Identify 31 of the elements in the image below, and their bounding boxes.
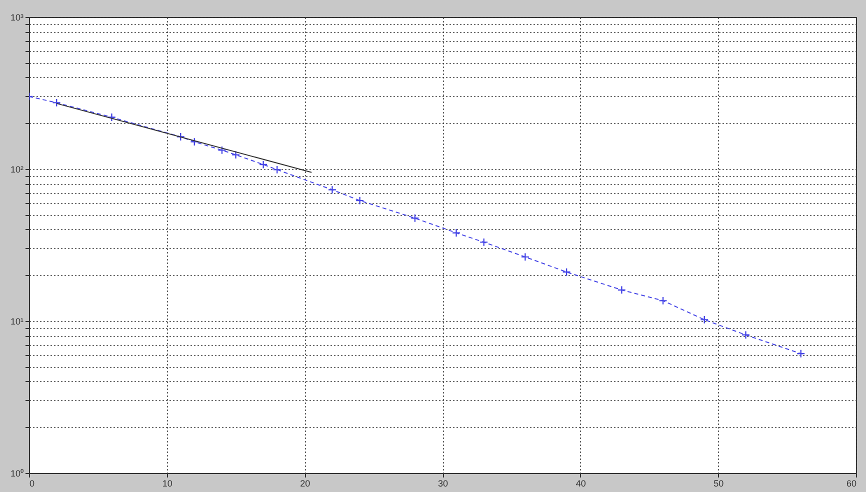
point [259, 160, 268, 169]
x-tick-label: 10 [162, 478, 172, 488]
y-tick-label: 10² [10, 164, 24, 174]
x-tick-label: 0 [30, 478, 35, 488]
point [355, 196, 364, 205]
point [796, 349, 806, 358]
point [52, 98, 61, 108]
point [700, 315, 709, 324]
x-tick-label: 50 [714, 478, 724, 488]
point [328, 185, 337, 194]
point [480, 238, 488, 246]
point [107, 112, 116, 122]
point [741, 330, 750, 340]
x-tick-label: 40 [576, 478, 586, 488]
point [231, 150, 240, 160]
y-tick-label: 10⁰ [10, 468, 24, 478]
point [658, 296, 668, 306]
point [617, 286, 626, 294]
y-tick-label: 10¹ [10, 316, 24, 326]
point [520, 252, 530, 262]
x-tick-label: 30 [438, 478, 448, 488]
point [190, 137, 199, 146]
point [410, 214, 420, 222]
point [272, 165, 282, 174]
point [452, 228, 461, 238]
point [218, 146, 226, 154]
point [562, 268, 571, 276]
point [176, 132, 185, 142]
x-tick-label: 60 [846, 478, 856, 488]
x-tick-label: 20 [300, 478, 310, 488]
y-tick-label: 10³ [10, 12, 24, 22]
